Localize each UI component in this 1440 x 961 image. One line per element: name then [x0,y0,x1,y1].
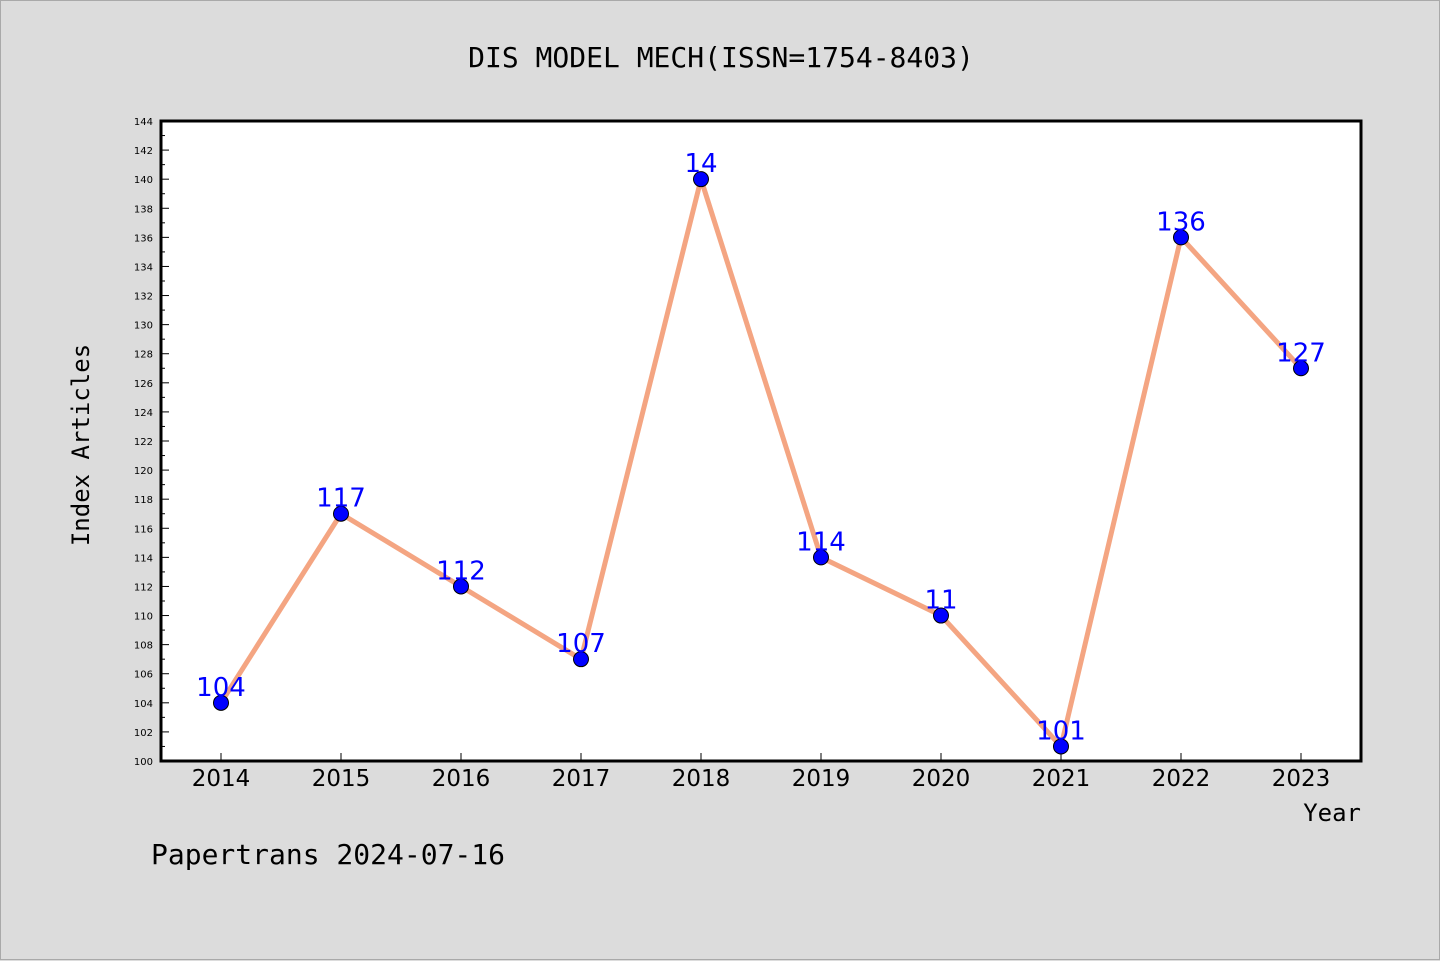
data-label: 136 [1156,207,1206,237]
data-label: 114 [796,527,846,557]
y-tick-label: 100 [134,757,153,768]
data-label: 104 [196,673,246,703]
y-tick-label: 142 [134,146,153,157]
series-line-group [213,171,1309,755]
x-tick-label: 2014 [192,766,251,792]
data-labels-group: 104 117 112 107 14 114 11 101 136 127 [196,149,1326,746]
plot-area [159,119,1363,763]
x-tick-label: 2022 [1152,766,1211,792]
data-point [213,694,229,711]
y-tick-label: 120 [134,466,153,477]
y-tick-label: 106 [134,670,153,681]
x-tick-label: 2020 [912,766,971,792]
y-tick-label: 108 [134,641,153,652]
data-point [453,578,469,595]
y-tick-label: 134 [134,262,153,273]
data-label: 101 [1036,716,1086,746]
data-label: 11 [924,586,957,616]
x-tick-label: 2017 [552,766,611,792]
data-point [1053,738,1069,755]
y-tick-label: 122 [134,437,153,448]
x-tick-label: 2019 [792,766,851,792]
x-tick-label: 2018 [672,766,731,792]
x-tick-label: 2023 [1272,766,1331,792]
x-tick-label: 2015 [312,766,371,792]
y-axis: 100 102 104 106 108 110 112 114 116 118 120 122 124 1… [134,117,169,768]
data-point [693,171,709,188]
footer-credit: Papertrans 2024-07-16 [151,838,505,871]
y-tick-label: 112 [134,582,153,593]
y-tick-label: 126 [134,379,153,390]
y-tick-label: 130 [134,321,153,332]
y-tick-label: 116 [134,524,153,535]
data-label: 117 [316,484,366,514]
data-label: 112 [436,556,486,586]
data-point [1293,360,1309,377]
x-tick-label: 2016 [432,766,491,792]
x-tick-label: 2021 [1032,766,1091,792]
data-point [573,651,589,668]
y-tick-label: 118 [134,495,153,506]
data-label: 107 [556,629,606,659]
y-tick-label: 136 [134,233,153,244]
data-point [813,549,829,566]
y-tick-label: 104 [134,699,153,710]
data-label: 14 [684,149,717,179]
x-axis: 2014 2015 2016 2017 2018 2019 2020 2021 2022 2023 [192,753,1331,792]
data-point [933,607,949,624]
y-tick-label: 138 [134,204,153,215]
y-axis-label: Index Articles [67,344,95,546]
y-tick-label: 128 [134,350,153,361]
y-tick-label: 114 [134,553,153,564]
y-tick-label: 132 [134,292,153,303]
data-point [333,505,349,522]
chart-title: DIS MODEL MECH(ISSN=1754-8403) [468,41,974,74]
y-tick-label: 140 [134,175,153,186]
x-axis-label: Year [1303,799,1361,827]
data-point [1173,229,1189,246]
y-tick-label: 110 [134,612,153,623]
y-tick-label: 144 [134,117,153,128]
y-tick-label: 102 [134,728,153,739]
series-line [218,176,1303,749]
y-tick-label: 124 [134,408,153,419]
data-label: 127 [1276,338,1326,368]
